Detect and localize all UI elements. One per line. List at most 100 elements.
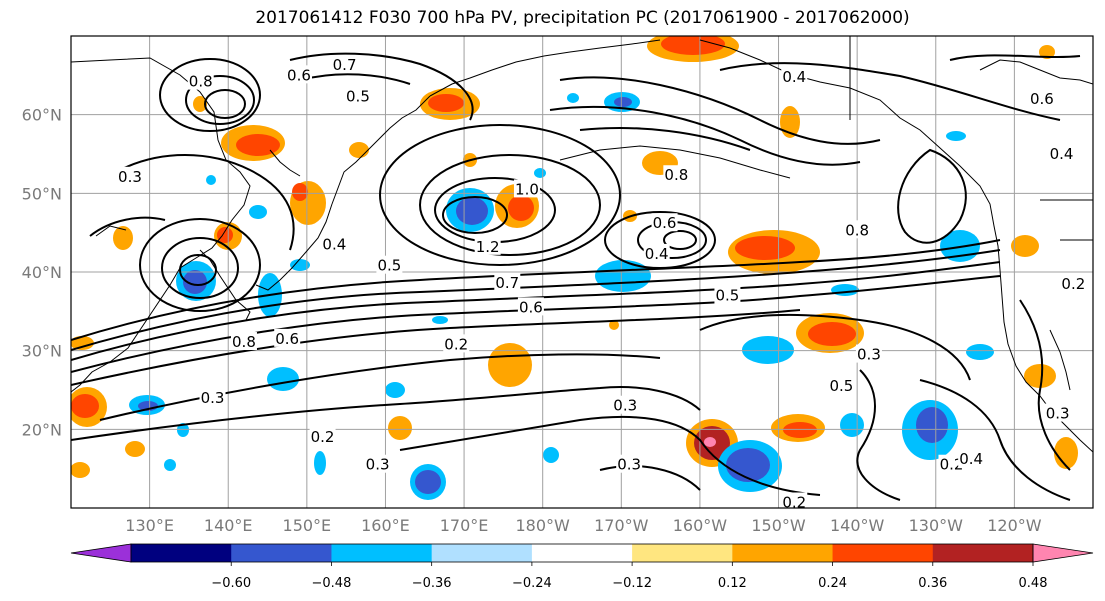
contour-label: 0.6 [653, 214, 677, 232]
contour-label-bg [494, 273, 521, 292]
colorbar-segment [431, 544, 533, 562]
contour-label-bg [443, 334, 470, 353]
colorbar-extend-high [1032, 543, 1094, 563]
contour-label-bg [958, 449, 985, 468]
colorbar-outline [130, 543, 1034, 563]
contour-label-bg [714, 285, 741, 304]
contour-label-bg [230, 332, 257, 351]
contour-label-bg [116, 166, 143, 185]
colorbar-segment [932, 544, 1034, 562]
contour-label-bg [612, 395, 639, 414]
lon-label: 150°W [751, 516, 806, 535]
contour-label: 0.4 [1050, 145, 1074, 163]
contour-label: 0.3 [617, 456, 641, 474]
lon-label: 130°E [125, 516, 174, 535]
contour-label: 0.4 [959, 450, 983, 468]
contour-label: 0.8 [664, 166, 688, 184]
contour-label: 0.5 [377, 257, 401, 275]
contour-label: 0.5 [346, 88, 370, 106]
contour-label-bg [781, 492, 808, 508]
contour-label: 0.6 [287, 66, 311, 84]
lon-label: 150°E [283, 516, 332, 535]
colorbar-tick-label: 0.12 [718, 576, 747, 591]
colorbar-tick-label: −0.48 [312, 576, 352, 591]
contour-label-bg [474, 236, 501, 255]
contour-label: 0.7 [495, 274, 519, 292]
colorbar-segment [231, 544, 332, 562]
colorbar-tick-label: −0.12 [612, 576, 652, 591]
contour-label-bg [199, 387, 226, 406]
contour-label-bg [376, 255, 403, 274]
colorbar-tick-label: −0.36 [412, 576, 452, 591]
contour-label-bg [663, 165, 690, 184]
contour-label: 0.3 [857, 346, 881, 364]
lat-label: 60°N [22, 106, 62, 125]
lon-label: 180°W [516, 516, 571, 535]
colorbar-tick-label: 0.48 [1019, 576, 1048, 591]
colorbar-segment [732, 544, 834, 562]
colorbar-segment [131, 544, 232, 562]
latitude-labels: 60°N 50°N 40°N 30°N 20°N [22, 106, 62, 440]
lon-label: 140°W [830, 516, 885, 535]
colorbar-segment [331, 544, 433, 562]
contour-label: 0.2 [311, 428, 335, 446]
contour-label: 0.3 [118, 168, 142, 186]
contour-label-bg [517, 297, 544, 316]
contour-label: 0.3 [366, 456, 390, 474]
contour-label-bg [643, 243, 670, 262]
contour-label: 0.6 [275, 330, 299, 348]
contour-label: 0.6 [1030, 90, 1054, 108]
contour-label-bg [651, 213, 678, 232]
map-title: 2017061412 F030 700 hPa PV, precipitatio… [255, 8, 910, 28]
contour-label-bg [1060, 273, 1087, 292]
contour-labels: 0.70.60.50.80.30.40.50.8 0.6 0.20.30.20.30… [116, 55, 1087, 508]
longitude-labels: 130°E 140°E 150°E 160°E 170°E 180°W 170°W 160°W… [125, 516, 1041, 535]
contour-label: 0.2 [444, 335, 468, 353]
lon-label: 140°E [204, 516, 253, 535]
lon-label: 160°E [361, 516, 410, 535]
contour-label-bg [344, 86, 371, 105]
colorbar-segment [832, 544, 934, 562]
contour-label: 0.2 [1061, 275, 1085, 293]
colorbar-tick-label: −0.24 [512, 576, 552, 591]
colorbar: −0.60 −0.48 −0.36 −0.24 −0.12 0.12 0.24 0.36 0.4… [70, 543, 1094, 591]
contour-label: 0.2 [940, 456, 964, 474]
contour-label-bg [321, 234, 348, 253]
lat-label: 40°N [22, 263, 62, 282]
colorbar-tick-label: −0.60 [211, 576, 251, 591]
coastlines [71, 36, 1093, 453]
contour-label-bg [1028, 88, 1055, 107]
contour-label-bg [1048, 144, 1075, 162]
lat-label: 20°N [22, 420, 62, 439]
lon-label: 120°W [987, 516, 1042, 535]
contour-label-bg [844, 220, 871, 239]
contour-label: 1.0 [515, 180, 539, 198]
contour-label-bg [855, 344, 882, 363]
contour-label: 0.3 [201, 389, 225, 407]
colorbar-segment [632, 544, 733, 562]
contour-label: 0.8 [189, 73, 213, 91]
contour-label-bg [828, 376, 855, 395]
contour-label: 1.2 [476, 238, 500, 256]
contour-label-bg [285, 65, 312, 84]
contour-label-bg [187, 71, 214, 90]
lon-label: 130°W [909, 516, 964, 535]
contour-label-bg [513, 179, 540, 198]
contour-label: 0.4 [645, 245, 669, 263]
contour-label-bg [309, 427, 336, 446]
lon-label: 170°W [594, 516, 649, 535]
lon-label: 170°E [440, 516, 489, 535]
contour-label-bg [616, 454, 643, 473]
colorbar-tick-label: 0.36 [918, 576, 947, 591]
contour-label-bg [274, 328, 301, 347]
contour-label: 0.5 [716, 287, 740, 305]
contour-label-bg [364, 454, 391, 473]
lat-label: 50°N [22, 184, 62, 203]
colorbar-extend-low [70, 543, 132, 563]
contour-label-bg [331, 55, 358, 74]
contour-label: 0.8 [232, 333, 256, 351]
contour-label: 0.3 [613, 397, 637, 415]
contour-label: 0.5 [830, 377, 854, 395]
lon-label: 160°W [673, 516, 728, 535]
